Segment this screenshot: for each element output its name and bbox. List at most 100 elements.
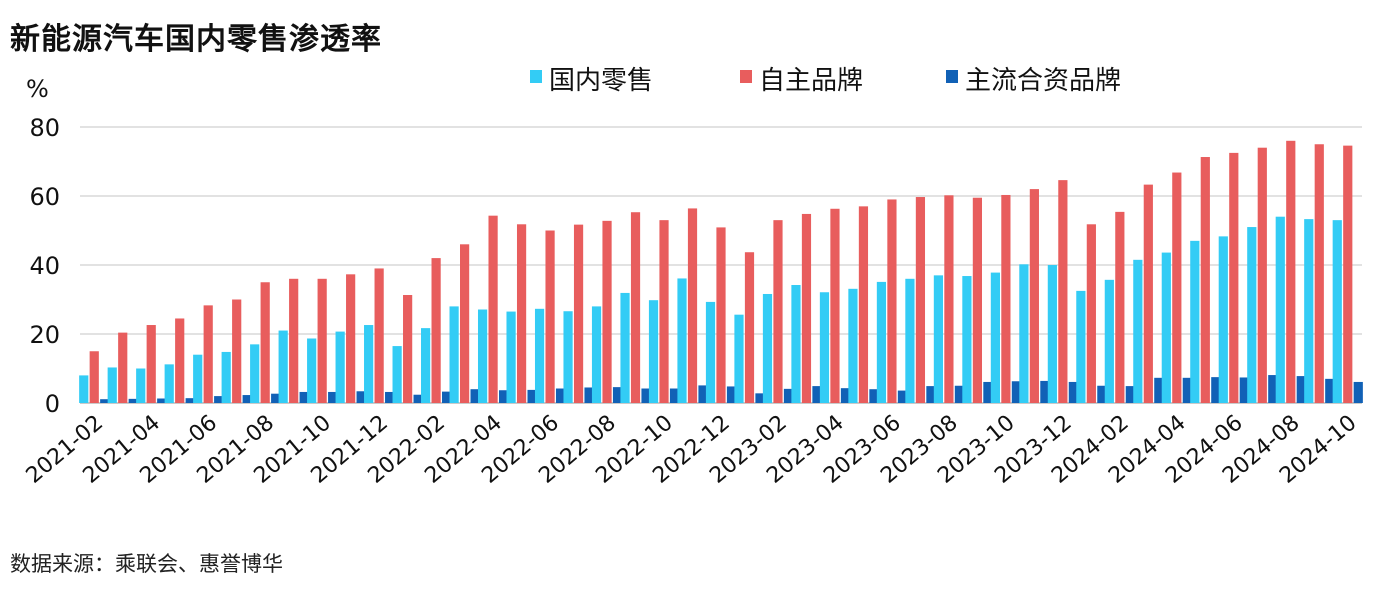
bar-国内零售-2022-06 bbox=[534, 308, 545, 403]
bar-国内零售-2023-11 bbox=[1019, 264, 1029, 403]
bar-国内零售-2022-07 bbox=[563, 311, 573, 403]
bar-自主品牌-2021-12 bbox=[374, 268, 384, 403]
bar-国内零售-2023-04 bbox=[819, 292, 830, 403]
bar-自主品牌-2023-10 bbox=[1001, 194, 1011, 403]
bar-自主品牌-2022-01 bbox=[403, 295, 413, 403]
bar-自主品牌-2023-02 bbox=[773, 220, 783, 403]
bar-主流合资品牌-2022-08 bbox=[612, 387, 623, 403]
legend-label: 主流合资品牌 bbox=[965, 66, 1121, 96]
bar-主流合资品牌-2021-08 bbox=[271, 393, 281, 403]
y-tick-label: 0 bbox=[45, 390, 60, 418]
bar-国内零售-2021-07 bbox=[221, 351, 231, 403]
bars bbox=[79, 140, 1363, 404]
legend-label: 自主品牌 bbox=[759, 66, 863, 96]
bar-国内零售-2023-10 bbox=[990, 272, 1000, 403]
bar-主流合资品牌-2023-03 bbox=[812, 386, 822, 403]
bar-自主品牌-2023-12 bbox=[1058, 180, 1068, 403]
chart-title: 新能源汽车国内零售渗透率 bbox=[10, 22, 382, 57]
bar-自主品牌-2024-05 bbox=[1200, 157, 1210, 403]
bar-自主品牌-2022-03 bbox=[460, 244, 470, 403]
bar-国内零售-2022-11 bbox=[677, 278, 687, 403]
bar-主流合资品牌-2023-05 bbox=[869, 389, 879, 403]
bar-国内零售-2024-08 bbox=[1275, 216, 1285, 403]
bar-主流合资品牌-2021-05 bbox=[185, 398, 195, 403]
bar-自主品牌-2023-06 bbox=[887, 199, 897, 403]
bar-国内零售-2022-02 bbox=[421, 328, 431, 403]
bar-主流合资品牌-2021-11 bbox=[356, 391, 366, 403]
bar-自主品牌-2022-04 bbox=[488, 215, 498, 403]
bar-主流合资品牌-2024-10 bbox=[1353, 381, 1363, 403]
bar-自主品牌-2024-10 bbox=[1343, 145, 1353, 403]
bar-国内零售-2021-11 bbox=[335, 331, 345, 403]
bar-国内零售-2023-05 bbox=[848, 288, 858, 403]
bar-主流合资品牌-2022-05 bbox=[527, 389, 537, 403]
bar-国内零售-2024-09 bbox=[1304, 219, 1314, 403]
legend: 国内零售 自主品牌 主流合资品牌 bbox=[530, 66, 1121, 96]
bar-主流合资品牌-2022-04 bbox=[498, 390, 509, 403]
legend-swatch bbox=[530, 70, 542, 83]
bar-自主品牌-2024-02 bbox=[1115, 211, 1125, 403]
bar-主流合资品牌-2022-03 bbox=[470, 389, 480, 403]
bar-自主品牌-2023-05 bbox=[858, 206, 869, 403]
bar-主流合资品牌-2024-04 bbox=[1182, 377, 1192, 403]
bar-国内零售-2021-09 bbox=[278, 330, 288, 403]
bar-自主品牌-2022-06 bbox=[545, 230, 555, 403]
bar-主流合资品牌-2021-04 bbox=[157, 398, 167, 403]
bar-国内零售-2022-04 bbox=[477, 309, 488, 403]
bar-自主品牌-2021-03 bbox=[118, 332, 128, 403]
bar-主流合资品牌-2023-12 bbox=[1068, 381, 1078, 403]
bar-国内零售-2023-02 bbox=[762, 293, 773, 403]
bar-国内零售-2023-03 bbox=[791, 285, 801, 403]
bar-自主品牌-2022-09 bbox=[630, 212, 641, 403]
bar-主流合资品牌-2021-10 bbox=[328, 391, 338, 403]
bar-国内零售-2022-09 bbox=[620, 292, 630, 403]
bar-国内零售-2021-10 bbox=[307, 338, 317, 403]
bar-国内零售-2024-03 bbox=[1133, 259, 1143, 403]
bar-自主品牌-2022-07 bbox=[573, 224, 584, 403]
bar-国内零售-2022-03 bbox=[449, 306, 459, 403]
bar-自主品牌-2022-02 bbox=[431, 258, 441, 403]
bar-国内零售-2024-06 bbox=[1218, 236, 1228, 403]
bar-主流合资品牌-2022-06 bbox=[555, 388, 566, 403]
bar-国内零售-2021-05 bbox=[164, 364, 174, 403]
x-axis-ticks: 2021-022021-042021-062021-082021-102021-… bbox=[22, 410, 1362, 488]
bar-国内零售-2024-07 bbox=[1247, 227, 1257, 403]
bar-主流合资品牌-2021-02 bbox=[100, 399, 110, 403]
bar-自主品牌-2023-07 bbox=[915, 197, 926, 403]
legend-swatch bbox=[946, 70, 958, 83]
bar-主流合资品牌-2022-11 bbox=[698, 385, 708, 403]
bar-自主品牌-2021-05 bbox=[175, 318, 185, 403]
bar-主流合资品牌-2023-04 bbox=[840, 388, 851, 403]
bar-国内零售-2023-07 bbox=[905, 278, 915, 403]
bar-主流合资品牌-2022-09 bbox=[641, 388, 651, 403]
bar-主流合资品牌-2023-01 bbox=[755, 393, 765, 403]
bar-自主品牌-2023-01 bbox=[744, 252, 755, 403]
bar-主流合资品牌-2024-01 bbox=[1097, 385, 1107, 403]
bar-自主品牌-2021-08 bbox=[260, 282, 270, 403]
legend-swatch bbox=[740, 70, 752, 83]
bar-自主品牌-2022-05 bbox=[516, 224, 527, 403]
y-tick-label: 40 bbox=[29, 252, 60, 280]
y-axis-unit: % bbox=[26, 75, 49, 103]
bar-自主品牌-2024-09 bbox=[1314, 144, 1324, 403]
bar-主流合资品牌-2024-09 bbox=[1325, 378, 1335, 403]
bar-国内零售-2024-05 bbox=[1190, 240, 1200, 403]
bar-主流合资品牌-2021-09 bbox=[299, 391, 309, 403]
bar-国内零售-2022-10 bbox=[648, 300, 659, 403]
bar-国内零售-2023-06 bbox=[876, 281, 887, 403]
bar-自主品牌-2021-11 bbox=[346, 274, 356, 403]
bar-自主品牌-2024-06 bbox=[1229, 152, 1239, 404]
bar-自主品牌-2023-03 bbox=[801, 213, 812, 403]
bar-主流合资品牌-2023-06 bbox=[897, 390, 908, 403]
bar-自主品牌-2022-08 bbox=[602, 220, 612, 403]
bar-自主品牌-2023-11 bbox=[1029, 189, 1039, 403]
bar-自主品牌-2021-04 bbox=[146, 325, 156, 403]
bar-自主品牌-2022-11 bbox=[687, 208, 698, 403]
legend-label: 国内零售 bbox=[549, 66, 653, 96]
bar-国内零售-2022-05 bbox=[506, 311, 516, 403]
bar-自主品牌-2021-02 bbox=[89, 351, 99, 403]
bar-自主品牌-2021-10 bbox=[317, 278, 327, 403]
bar-主流合资品牌-2021-12 bbox=[385, 391, 395, 403]
bar-国内零售-2023-09 bbox=[962, 276, 972, 403]
